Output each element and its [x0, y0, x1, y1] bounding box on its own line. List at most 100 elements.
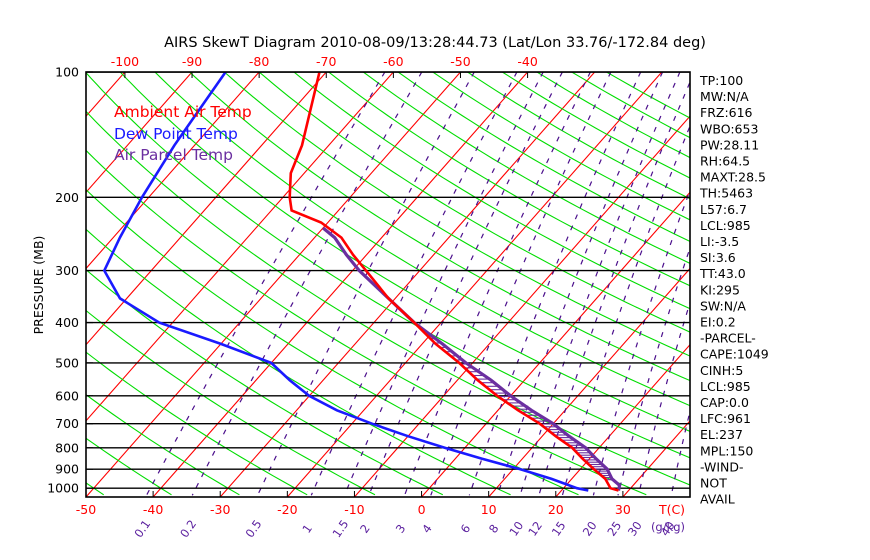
index-si-3-6: SI:3.6 [700, 250, 736, 265]
mixing-ratio-label-40: 40 [658, 519, 678, 539]
mixing-ratio-0.2 [191, 72, 423, 496]
top-temp-label--90: -90 [182, 54, 202, 69]
index-cape-1049: CAPE:1049 [700, 347, 769, 362]
pressure-label-600: 600 [55, 388, 79, 403]
mixing-ratio-label-3: 3 [393, 522, 409, 536]
dry-adiabat-80 [189, 72, 690, 382]
dry-adiabat-10 [86, 228, 511, 496]
index-pw-28-11: PW:28.11 [700, 137, 759, 152]
mixing-ratio-axis-label: (g/kg) [651, 520, 685, 534]
air-parcel-temp-curve [322, 226, 622, 491]
index-th-5463: TH:5463 [699, 186, 753, 201]
dry-adiabat-70 [154, 72, 690, 407]
bottom-temp-label-30: 30 [615, 502, 631, 517]
bottom-temp-label-20: 20 [548, 502, 564, 517]
legend-item-1: Dew Point Temp [114, 125, 238, 143]
mixing-ratio-label-2: 2 [357, 522, 373, 536]
mixing-ratio-label-15: 15 [549, 519, 569, 539]
index-tp-100: TP:100 [699, 73, 743, 88]
dry-adiabat-120 [328, 72, 690, 287]
dry-adiabat-110 [293, 72, 690, 310]
mixing-ratio-25 [617, 246, 690, 496]
mixing-ratio-label-0.2: 0.2 [177, 517, 199, 540]
dry-adiabat-140 [397, 72, 690, 243]
isotherm-50 [757, 72, 870, 497]
pressure-label-400: 400 [55, 315, 79, 330]
bottom-temp-label--40: -40 [143, 502, 163, 517]
plot-frame [85, 71, 691, 498]
dew-point-temp-curve [102, 72, 589, 492]
index-lfc-961: LFC:961 [700, 411, 751, 426]
mixing-ratio-8 [497, 72, 664, 496]
mixing-ratio-0.1 [145, 72, 386, 496]
bottom-temp-label--20: -20 [277, 502, 297, 517]
index-l57-6-7: L57:6.7 [700, 202, 747, 217]
bottom-temp-label--10: -10 [344, 502, 364, 517]
profile-layer [102, 72, 622, 492]
mixing-ratio-3 [404, 72, 591, 496]
bottom-temp-label--30: -30 [210, 502, 230, 517]
mixing-ratio-label-12: 12 [525, 519, 545, 539]
dry-adiabat-100 [258, 72, 690, 333]
index-not: NOT [700, 476, 727, 491]
chart-title: AIRS SkewT Diagram 2010-08-09/13:28:44.7… [164, 35, 706, 51]
mixing-ratio-label-4: 4 [419, 522, 435, 536]
index-el-237: EL:237 [700, 427, 743, 442]
top-temp-label--60: -60 [383, 54, 403, 69]
mixing-ratio-label-8: 8 [486, 522, 502, 536]
top-temp-label--80: -80 [249, 54, 269, 69]
legend-item-2: Air Parcel Temp [114, 146, 233, 164]
top-temp-label--100: -100 [111, 54, 139, 69]
isotherm--50 [86, 72, 461, 497]
index-lcl-985: LCL:985 [700, 379, 751, 394]
index--parcel-: -PARCEL- [700, 331, 756, 346]
pressure-label-100: 100 [55, 65, 79, 80]
index-mpl-150: MPL:150 [700, 443, 753, 458]
mixing-ratio-15 [561, 124, 690, 496]
index-mw-n-a: MW:N/A [700, 89, 749, 104]
isotherm--30 [219, 72, 596, 497]
pressure-label-900: 900 [55, 462, 79, 477]
index--wind-: -WIND- [700, 459, 744, 474]
bottom-temp-label-10: 10 [481, 502, 497, 517]
isotherm--20 [286, 72, 663, 497]
bottom-temp-label-0: 0 [418, 502, 426, 517]
index-cinh-5: CINH:5 [700, 363, 743, 378]
mixing-ratio-label-10: 10 [506, 519, 526, 539]
isotherm--70 [86, 72, 327, 346]
mixing-ratio-6 [468, 72, 642, 496]
x-axis-label: T(C) [658, 502, 685, 517]
index-li--3-5: LI:-3.5 [700, 234, 739, 249]
bottom-temp-label--50: -50 [76, 502, 96, 517]
mixing-ratio-0.5 [257, 72, 475, 496]
isotherm--110 [0, 72, 58, 497]
dry-adiabat-150 [432, 72, 690, 221]
isotherm--60 [86, 72, 394, 422]
index-wbo-653: WBO:653 [700, 121, 758, 136]
isotherm--100 [86, 72, 126, 118]
dry-adiabat--50 [86, 482, 105, 496]
pressure-label-800: 800 [55, 440, 79, 455]
mixing-ratio-label-1.5: 1.5 [329, 517, 351, 540]
mixing-ratio-label-6: 6 [458, 522, 474, 536]
dry-adiabat-170 [502, 72, 690, 179]
top-temp-label--70: -70 [316, 54, 336, 69]
dry-adiabat-180 [536, 72, 690, 159]
pressure-label-200: 200 [55, 190, 79, 205]
mixing-ratio-label-0.5: 0.5 [243, 517, 265, 540]
y-axis-label: PRESSURE (MB) [31, 236, 46, 335]
pressure-label-300: 300 [55, 263, 79, 278]
isotherm--80 [86, 72, 260, 270]
mixing-ratio-4 [430, 72, 612, 496]
mixing-ratio-10 [519, 72, 681, 496]
pressure-label-700: 700 [55, 416, 79, 431]
index-rh-64-5: RH:64.5 [700, 154, 750, 169]
index-avail: AVAIL [700, 492, 735, 507]
isotherm-30 [622, 420, 690, 497]
mixing-ratio-20 [592, 188, 690, 496]
legend-item-0: Ambient Air Temp [114, 103, 252, 121]
index-lcl-985: LCL:985 [700, 218, 751, 233]
mixing-ratio-label-20: 20 [580, 519, 600, 539]
